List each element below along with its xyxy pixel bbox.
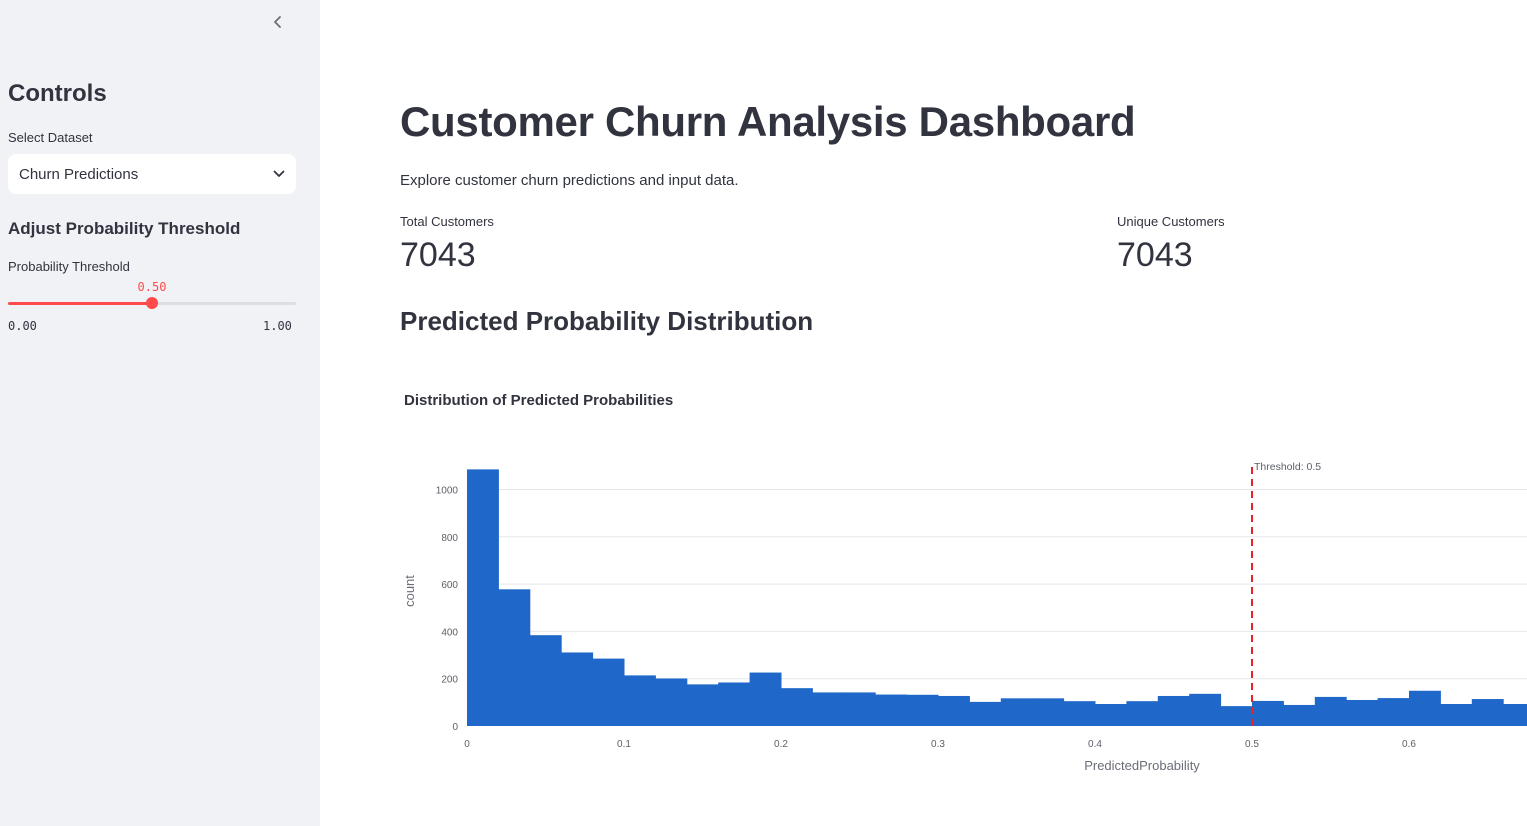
histogram-bar[interactable] [1189,693,1222,726]
histogram-bar[interactable] [1314,696,1347,726]
slider-fill [8,302,152,305]
chevron-left-icon [274,16,281,28]
histogram-bar[interactable] [938,695,970,726]
collapse-sidebar-button[interactable] [266,10,290,34]
x-tick-label: 0.1 [617,739,631,750]
histogram-bar[interactable] [1157,695,1190,726]
histogram-bar[interactable] [718,682,751,726]
histogram-bar[interactable] [969,701,1002,726]
dataset-select-value: Churn Predictions [19,165,139,183]
histogram-bar[interactable] [624,675,656,726]
histogram-bar[interactable] [529,635,562,726]
x-axis-label: PredictedProbability [1084,758,1200,773]
slider-min: 0.00 [8,319,37,333]
histogram-bar[interactable] [875,694,908,726]
y-tick-label: 200 [441,675,458,686]
histogram-bar[interactable] [749,672,782,726]
y-axis-label: count [402,575,417,607]
histogram-bar[interactable] [498,589,531,726]
histogram-bar[interactable] [1440,704,1473,726]
histogram-bar[interactable] [1346,699,1379,726]
y-tick-label: 400 [441,627,458,638]
slider-label: Probability Threshold [8,259,130,274]
threshold-label: Threshold: 0.5 [1254,461,1321,473]
metric-value-unique: 7043 [1117,236,1193,274]
histogram-bar[interactable] [1000,698,1033,726]
x-tick-label: 0 [464,739,470,750]
histogram-bar[interactable] [1283,704,1316,726]
histogram-bar[interactable] [1409,690,1441,726]
histogram-bar[interactable] [1471,699,1504,726]
histogram-bar[interactable] [1377,698,1410,726]
slider-max: 1.00 [263,319,292,333]
slider-thumb[interactable] [146,297,158,309]
histogram-svg: Distribution of Predicted Probabilities … [402,392,1527,773]
threshold-heading: Adjust Probability Threshold [8,219,241,238]
slider-value: 0.50 [137,280,167,294]
histogram-bar[interactable] [1126,701,1159,726]
histogram-bar[interactable] [686,684,719,726]
histogram-chart[interactable]: Distribution of Predicted Probabilities … [400,380,1527,800]
metric-label-total: Total Customers [400,214,494,229]
histogram-bar[interactable] [655,678,688,726]
histogram-bar[interactable] [906,694,939,726]
main-content: Customer Churn Analysis Dashboard Explor… [320,0,1527,826]
threshold-slider[interactable] [8,297,296,309]
y-tick-label: 1000 [436,486,459,497]
x-tick-label: 0.6 [1402,739,1416,750]
histogram-bar[interactable] [1095,704,1127,726]
x-tick-label: 0.5 [1245,739,1259,750]
dataset-select[interactable]: Churn Predictions [8,154,296,194]
chevron-down-icon [273,170,285,177]
histogram-bar[interactable] [1063,701,1096,726]
y-tick-label: 0 [452,722,458,733]
page-title: Customer Churn Analysis Dashboard [400,98,1136,145]
histogram-bar[interactable] [781,688,813,726]
histogram-bar[interactable] [467,469,499,726]
histogram-bar[interactable] [1220,706,1253,726]
metric-label-unique: Unique Customers [1117,214,1225,229]
y-tick-label: 800 [441,533,458,544]
section-heading: Predicted Probability Distribution [400,306,814,336]
histogram-bar[interactable] [592,658,625,726]
histogram-bar[interactable] [1252,700,1284,726]
histogram-bar[interactable] [843,692,876,726]
page-description: Explore customer churn predictions and i… [400,172,739,189]
dataset-label: Select Dataset [8,130,93,145]
sidebar-title: Controls [8,80,107,107]
x-tick-label: 0.4 [1088,739,1102,750]
chart-title: Distribution of Predicted Probabilities [404,392,673,409]
metric-value-total: 7043 [400,236,476,274]
x-tick-label: 0.2 [774,739,788,750]
y-tick-label: 600 [441,580,458,591]
histogram-bar[interactable] [812,692,845,726]
x-tick-label: 0.3 [931,739,945,750]
histogram-bar[interactable] [561,652,594,726]
sidebar: Controls Select Dataset Churn Prediction… [0,0,320,826]
histogram-bar[interactable] [1503,704,1527,726]
histogram-bar[interactable] [1032,698,1065,726]
